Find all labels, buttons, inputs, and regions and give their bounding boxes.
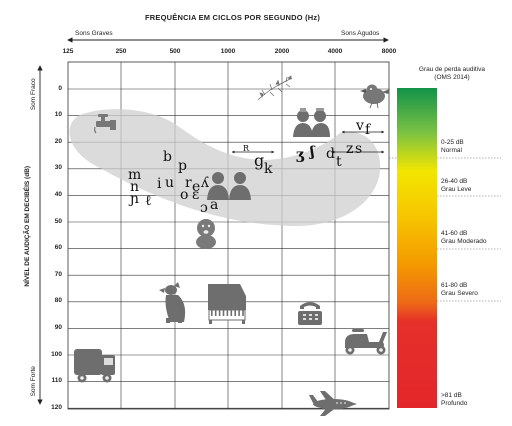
- phoneme-t: t: [336, 154, 342, 170]
- legend-label: Grau Moderado: [441, 238, 487, 245]
- y-tick-label: 60: [54, 244, 62, 252]
- airplane-icon: [309, 391, 357, 416]
- x-tick-label: 2000: [274, 48, 290, 55]
- faucet-icon: [94, 114, 116, 134]
- phoneme-u: u: [165, 175, 175, 191]
- loud-sound-label: Som Forte: [29, 366, 37, 397]
- phoneme-p: p: [178, 158, 187, 174]
- phoneme-lh: ʎ: [201, 175, 209, 191]
- phoneme-z: z: [346, 141, 354, 157]
- phoneme-open-e: ɛ: [192, 187, 200, 203]
- dog-icon: [159, 282, 186, 323]
- y-tick-label: 20: [54, 137, 62, 145]
- piano-key: [242, 310, 244, 316]
- scooter-icon: [345, 329, 387, 355]
- y-axis-label: NÍVEL DE AUDIÇÃO EM DECIBÉIS (dB): [23, 165, 31, 287]
- x-tick-label: 500: [169, 48, 181, 55]
- bird-icon: [360, 84, 390, 109]
- y-tick-label: 50: [54, 217, 62, 225]
- hearing-loss-color-bar: [397, 88, 437, 408]
- legend-label: Normal: [441, 147, 462, 154]
- piano-key: [214, 310, 217, 316]
- phoneme-f: f: [365, 122, 371, 138]
- piano-key: [234, 310, 236, 316]
- phoneme-d: d: [326, 146, 335, 162]
- x-tick-label: 125: [62, 48, 74, 55]
- y-tick-label: 30: [54, 164, 62, 172]
- legend-range: 41-60 dB: [441, 230, 468, 237]
- phoneme-g: g: [254, 151, 265, 170]
- y-tick-label: 110: [51, 377, 63, 385]
- y-tick-label: 90: [54, 323, 62, 331]
- phoneme-i: i: [157, 176, 162, 192]
- x-tick-label: 8000: [381, 48, 397, 55]
- phoneme-R: R: [243, 144, 250, 153]
- y-tick-label: 100: [51, 350, 62, 358]
- couple-icon: [293, 108, 330, 137]
- piano-key: [226, 310, 229, 316]
- legend-title-line1: Grau de perda auditiva: [418, 66, 486, 73]
- legend-item-normal: 0-25 dB Normal: [441, 139, 464, 155]
- truck-icon: [74, 349, 115, 383]
- phoneme-k: k: [264, 161, 273, 177]
- phoneme-m: m: [128, 167, 142, 183]
- phoneme-s: s: [355, 141, 363, 157]
- phoneme-r: r: [185, 175, 192, 191]
- legend-title-line2: (OMS 2014): [434, 74, 470, 81]
- vertical-gridlines: [120, 62, 336, 409]
- legend-item-moderate: 41-60 dB Grau Moderado: [441, 230, 487, 246]
- phoneme-open-o: ɔ: [200, 200, 208, 216]
- chart-title: FREQUÊNCIA EM CICLOS POR SEGUNDO (Hz): [145, 13, 321, 22]
- legend-item-severe: 61-80 dB Grau Severo: [441, 282, 478, 298]
- piano-key: [230, 310, 233, 316]
- telephone-icon: [298, 302, 322, 325]
- y-tick-label: 10: [54, 111, 62, 119]
- piano-icon: [208, 284, 246, 324]
- high-sounds-label: Sons Agudos: [341, 30, 380, 37]
- phoneme-sh: ʃ: [310, 144, 315, 160]
- phoneme-e: e: [192, 179, 201, 195]
- x-tick-label: 250: [115, 48, 127, 55]
- legend-range: 0-25 dB: [441, 139, 464, 146]
- phoneme-o: o: [180, 187, 189, 203]
- legend-label: Grau Severo: [441, 290, 478, 297]
- legend-label: Grau Leve: [441, 186, 472, 193]
- x-tick-label: 1000: [220, 48, 236, 55]
- legend-range: >81 dB: [441, 392, 462, 399]
- legend-item-profound: >81 dB Profundo: [441, 392, 467, 408]
- phoneme-zh: ʒ: [296, 147, 304, 163]
- leaves-icon: [257, 75, 293, 101]
- y-tick-label: 70: [54, 270, 62, 278]
- phoneme-n: n: [130, 179, 140, 195]
- speech-banana: [69, 109, 381, 226]
- x-tick-label: 4000: [327, 48, 343, 55]
- piano-key: [211, 310, 213, 316]
- piano-key: [222, 310, 225, 316]
- piano-key: [218, 310, 221, 316]
- phoneme-l: ℓ: [145, 193, 152, 209]
- y-tick-label: 0: [58, 84, 62, 92]
- y-tick-label: 120: [51, 403, 62, 411]
- phoneme-b: b: [163, 149, 172, 165]
- legend-title: Grau de perda auditiva (OMS 2014): [397, 66, 507, 82]
- legend-range: 61-80 dB: [441, 282, 468, 289]
- legend-item-mild: 26-40 dB Grau Leve: [441, 178, 471, 194]
- legend-range: 26-40 dB: [441, 178, 468, 185]
- legend-label: Profundo: [441, 400, 468, 407]
- phoneme-v: v: [356, 118, 364, 134]
- low-sounds-label: Sons Graves: [75, 30, 113, 37]
- phoneme-a: a: [210, 197, 219, 213]
- y-tick-label: 80: [54, 297, 62, 305]
- piano-key: [238, 310, 240, 316]
- y-tick-label: 40: [54, 190, 62, 198]
- plot-frame: [67, 61, 390, 410]
- couple-talking-icon: [207, 172, 251, 200]
- baby-icon: [196, 219, 216, 249]
- soft-sound-label: Som Fraco: [29, 78, 37, 111]
- phoneme-nh: ɲ: [130, 191, 140, 207]
